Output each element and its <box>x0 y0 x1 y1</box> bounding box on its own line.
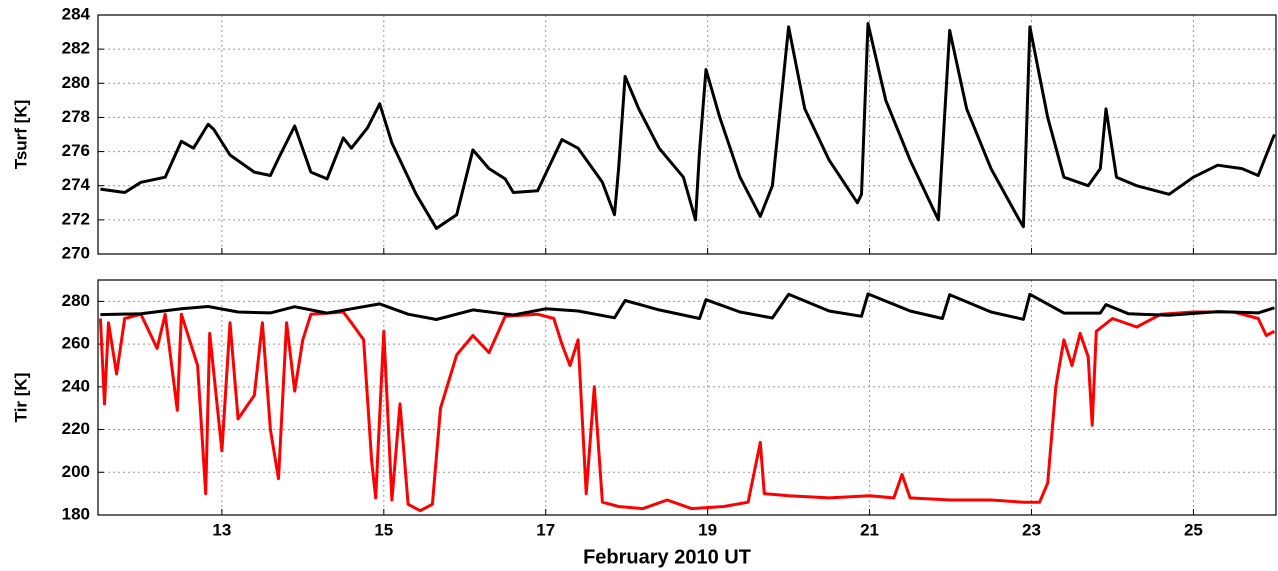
plot-frame <box>97 14 1277 255</box>
y-tick-label: 240 <box>62 376 90 395</box>
y-tick-label: 280 <box>62 73 90 92</box>
y-tick-label: 284 <box>62 4 91 23</box>
y-tick-label: 280 <box>62 291 90 310</box>
y-tick-label: 278 <box>62 107 90 126</box>
data-line <box>100 292 1275 321</box>
x-tick-label: 17 <box>536 520 555 539</box>
plot-area <box>98 15 1276 254</box>
y-tick-label: 200 <box>62 462 90 481</box>
x-tick-label: 15 <box>374 520 393 539</box>
y-tick-label: 220 <box>62 419 90 438</box>
x-tick-label: 23 <box>1022 520 1041 539</box>
y-tick-label: 276 <box>62 141 90 160</box>
y-tick-label: 274 <box>62 175 91 194</box>
y-tick-label: 270 <box>62 243 90 262</box>
x-tick-label: 25 <box>1184 520 1203 539</box>
y-axis-label: Tsurf [K] <box>11 100 30 170</box>
x-tick-label: 19 <box>698 520 717 539</box>
data-line <box>100 22 1276 230</box>
y-tick-label: 180 <box>62 504 90 523</box>
x-axis-label: February 2010 UT <box>583 546 751 568</box>
y-axis-label: Tir [K] <box>11 373 30 423</box>
plot-area <box>98 280 1276 515</box>
y-tick-label: 282 <box>62 39 90 58</box>
plots: 270 272 274 276 278 280 282 284 Tsurf [K] 180 200 2… <box>11 4 1277 568</box>
x-tick-label: 21 <box>860 520 879 539</box>
x-tick-label: 13 <box>212 520 231 539</box>
data-line <box>98 310 1276 513</box>
y-tick-label: 260 <box>62 334 90 353</box>
y-tick-label: 272 <box>62 209 90 228</box>
plot-frame <box>97 279 1277 516</box>
